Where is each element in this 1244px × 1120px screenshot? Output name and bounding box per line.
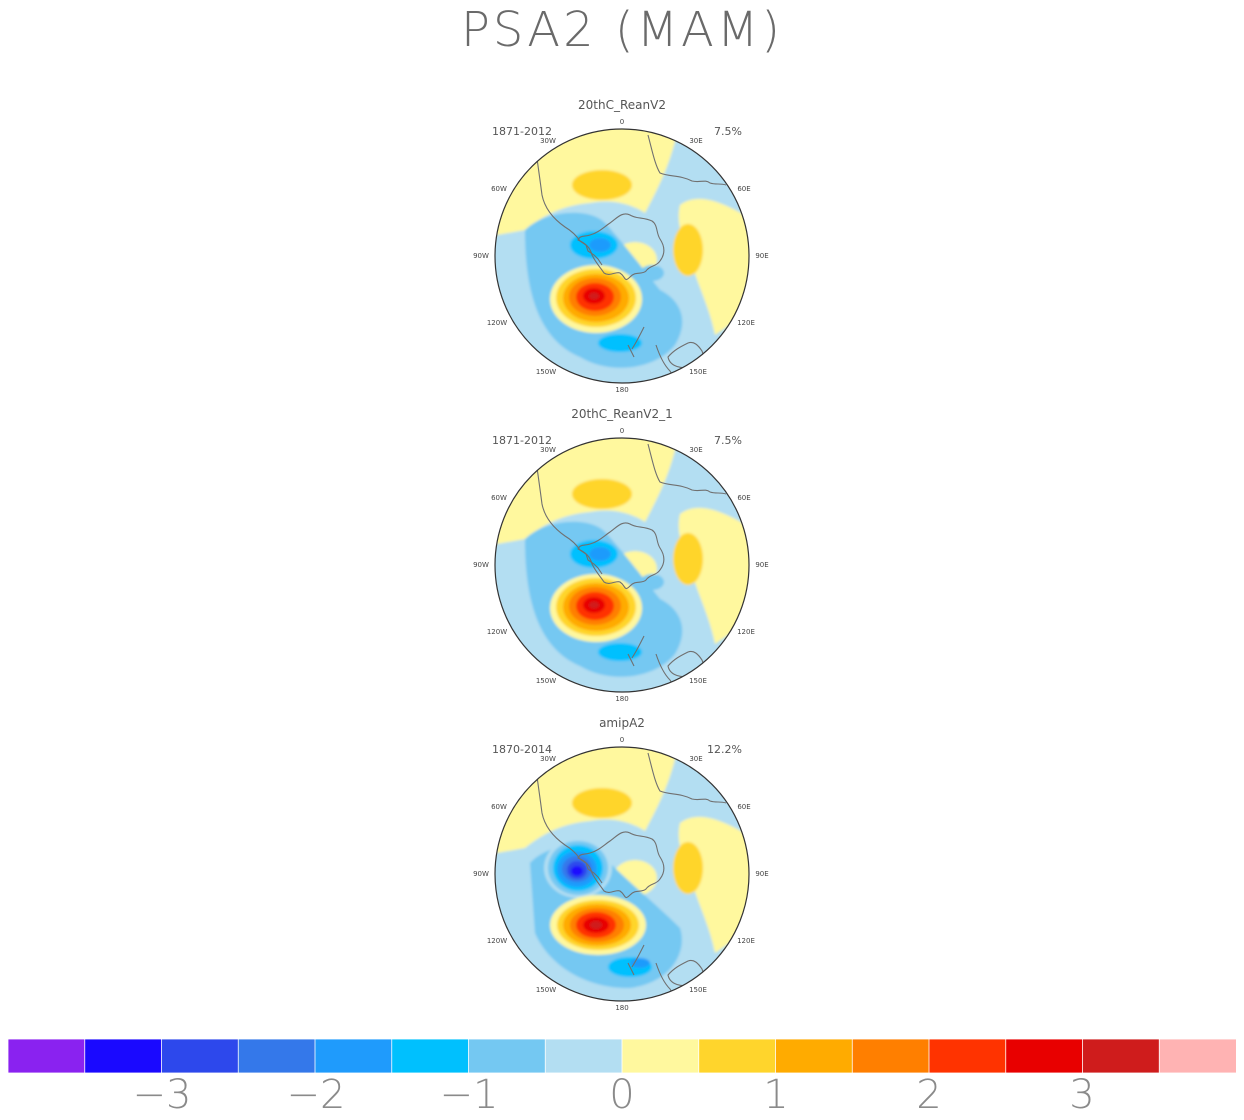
longitude-label: 150E	[689, 677, 707, 685]
panel-title: 20thC_ReanV2	[578, 98, 666, 112]
longitude-label: 150W	[536, 677, 556, 685]
colorbar-segment	[1082, 1038, 1161, 1074]
colorbar-segment	[314, 1038, 393, 1074]
colorbar-segment	[698, 1038, 777, 1074]
panel-title: 20thC_ReanV2_1	[571, 407, 673, 421]
longitude-label: 120E	[737, 937, 755, 945]
colorbar-segment	[928, 1038, 1007, 1074]
contour-field	[495, 438, 749, 692]
longitude-label: 180	[615, 1004, 628, 1012]
longitude-label: 150W	[536, 368, 556, 376]
colorbar-segment	[7, 1038, 86, 1074]
map-panel-20thc-reanv2: 20thC_ReanV2 1871-2012 7.5% 0 30E 60E 90E 120E 1…	[430, 95, 814, 395]
map-border	[494, 128, 750, 384]
colorbar-tick-label: −2	[286, 1072, 346, 1118]
panel-variance: 7.5%	[714, 434, 742, 447]
colorbar-segment	[237, 1038, 316, 1074]
longitude-label: 180	[615, 386, 628, 394]
longitude-label: 90E	[755, 870, 768, 878]
longitude-label: 0	[620, 118, 624, 126]
colorbar-tick-label: 3	[1069, 1072, 1095, 1118]
longitude-label: 150W	[536, 986, 556, 994]
colorbar-segment	[621, 1038, 700, 1074]
longitude-label: 60E	[737, 803, 750, 811]
longitude-label: 30E	[689, 137, 702, 145]
map-panel-20thc-reanv2-1: 20thC_ReanV2_1 1871-2012 7.5% 0 30E 60E 90E 120…	[430, 404, 814, 704]
map-border	[494, 437, 750, 693]
colorbar-tick-label: 0	[609, 1072, 635, 1118]
panel-period: 1870-2014	[492, 743, 552, 756]
longitude-label: 60E	[737, 494, 750, 502]
figure-title: PSA2 (MAM)	[460, 2, 784, 58]
colorbar-segment	[544, 1038, 623, 1074]
panel-title: amipA2	[599, 716, 645, 730]
longitude-label: 150E	[689, 986, 707, 994]
longitude-label: 120E	[737, 628, 755, 636]
longitude-label: 60W	[491, 494, 507, 502]
contour-field	[495, 747, 749, 1001]
contour-field	[495, 129, 749, 383]
colorbar-tick-label: −3	[132, 1072, 192, 1118]
colorbar-tick-label: −1	[439, 1072, 499, 1118]
colorbar-segment	[468, 1038, 547, 1074]
longitude-label: 120W	[487, 628, 507, 636]
coastline	[534, 443, 727, 692]
longitude-label: 90W	[473, 870, 489, 878]
longitude-label: 60W	[491, 803, 507, 811]
panel-variance: 12.2%	[707, 743, 742, 756]
longitude-label: 0	[620, 736, 624, 744]
map-border	[494, 746, 750, 1002]
colorbar-tick-label: 1	[763, 1072, 789, 1118]
longitude-label: 180	[615, 695, 628, 703]
longitude-label: 120W	[487, 319, 507, 327]
longitude-label: 60E	[737, 185, 750, 193]
longitude-label: 60W	[491, 185, 507, 193]
panel-period: 1871-2012	[492, 125, 552, 138]
longitude-label: 120W	[487, 937, 507, 945]
colorbar-segment	[161, 1038, 240, 1074]
colorbar	[7, 1038, 1237, 1074]
longitude-label: 30W	[540, 137, 556, 145]
colorbar-segment	[1158, 1038, 1237, 1074]
map-panel-amipa2: amipA2 1870-2014 12.2% 0 30E 60E 90E 120E 150E 18…	[430, 713, 814, 1013]
longitude-label: 0	[620, 427, 624, 435]
colorbar-segment	[84, 1038, 163, 1074]
panel-period: 1871-2012	[492, 434, 552, 447]
longitude-label: 90E	[755, 252, 768, 260]
longitude-label: 90W	[473, 561, 489, 569]
colorbar-segment	[1005, 1038, 1084, 1074]
longitude-label: 30E	[689, 755, 702, 763]
colorbar-segment	[775, 1038, 854, 1074]
longitude-label: 30E	[689, 446, 702, 454]
longitude-label: 90W	[473, 252, 489, 260]
longitude-label: 120E	[737, 319, 755, 327]
longitude-label: 30W	[540, 446, 556, 454]
longitude-label: 90E	[755, 561, 768, 569]
colorbar-tick-label: 2	[916, 1072, 942, 1118]
colorbar-segment	[851, 1038, 930, 1074]
longitude-label: 150E	[689, 368, 707, 376]
longitude-label: 30W	[540, 755, 556, 763]
colorbar-segment	[391, 1038, 470, 1074]
panel-variance: 7.5%	[714, 125, 742, 138]
